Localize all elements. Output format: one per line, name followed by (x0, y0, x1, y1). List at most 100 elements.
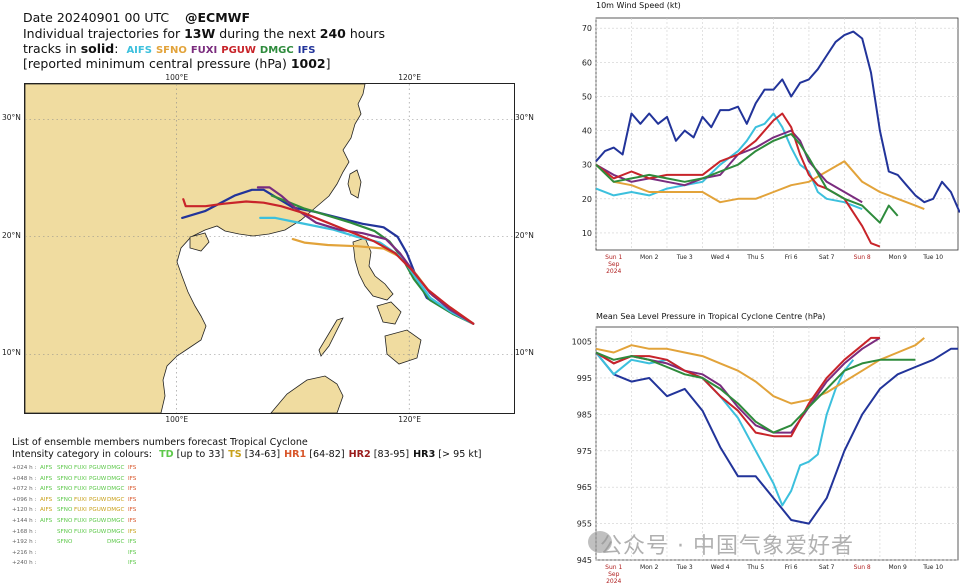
category-code: HR1 (284, 449, 307, 460)
series-line-fuxi (595, 337, 881, 434)
map-tick-label: 30°N (2, 113, 21, 123)
header-text: [reported minimum central pressure (hPa) (23, 56, 287, 71)
y-tick-label: 10 (582, 229, 592, 238)
series-line-ifs (595, 30, 960, 213)
row-member: FUXI (74, 496, 87, 503)
row-member: FUXI (74, 528, 87, 535)
row-lead-time: +096 h : (12, 496, 37, 503)
row-member: FUXI (74, 518, 87, 524)
model-legend-ifs: IFS (297, 45, 316, 56)
plot-frame (595, 326, 959, 561)
model-legend-sfno: SFNO (155, 45, 187, 56)
row-member: PGUW (89, 518, 107, 524)
track-lines (181, 186, 475, 325)
y-tick-label: 50 (582, 92, 592, 101)
row-lead-time: +192 h : (12, 539, 37, 546)
model-legend-fuxi: FUXI (190, 45, 218, 56)
map-tick-label: 20°N (2, 230, 21, 240)
row-member: PGUW (89, 486, 107, 493)
row-lead-time: +168 h : (12, 528, 37, 535)
row-lead-time: +072 h : (12, 486, 37, 493)
x-tick-label: Mon 2 (640, 564, 659, 571)
x-tick-label: Sat 7 (819, 254, 835, 261)
map-tick-label: 100°E (165, 73, 189, 82)
row-member: SFNO (57, 496, 73, 503)
x-tick-label: Sun 8 (854, 254, 871, 261)
row-member: DMGC (107, 518, 125, 524)
mainland-asia (25, 84, 366, 413)
x-tick-label: Mon 9 (888, 564, 907, 571)
y-tick-label: 70 (582, 24, 592, 33)
row-member: AIFS (40, 465, 53, 471)
y-tick-label: 40 (582, 127, 592, 136)
row-member: IFS (128, 549, 137, 556)
row-member: DMGC (107, 507, 125, 514)
row-member: PGUW (89, 465, 107, 471)
map-tick-label: 100°E (165, 415, 189, 424)
x-tick-label: Fri 6 (785, 564, 798, 571)
row-lead-time: +216 h : (12, 549, 37, 556)
category-range: [83-95] (370, 449, 410, 460)
wechat-logo-icon (588, 531, 612, 553)
storm-id: 13W (184, 26, 216, 41)
x-tick-label: Sun 1 (605, 564, 622, 571)
min-pressure-value: 1002 (290, 56, 326, 71)
row-member: AIFS (40, 518, 53, 524)
series-line-aifs (595, 351, 855, 507)
row-lead-time: +120 h : (12, 507, 37, 514)
row-member: PGUW (89, 475, 107, 482)
header-line-2: Individual trajectories for 13W during t… (23, 26, 385, 42)
x-tick-label: Mon 9 (888, 254, 907, 261)
land-masses (25, 84, 422, 413)
row-member: DMGC (107, 486, 125, 493)
series-line-sfno (595, 160, 925, 211)
row-member: SFNO (57, 475, 73, 482)
series-line-sfno (595, 337, 925, 405)
x-tick-label: Sun 8 (854, 564, 871, 571)
row-member: IFS (128, 560, 137, 567)
x-date-sublabel: Sep (608, 571, 620, 578)
intensity-legend: Intensity category in colours: TD [up to… (12, 449, 481, 460)
list-title: List of ensemble members numbers forecas… (12, 437, 308, 448)
row-member: SFNO (57, 528, 73, 535)
y-tick-label: 60 (582, 58, 592, 67)
x-tick-label: Sat 7 (819, 564, 835, 571)
row-member: FUXI (74, 465, 87, 471)
map-tick-label: 120°E (398, 415, 422, 424)
header-text: Individual trajectories for (23, 26, 181, 41)
x-date-sublabel: 2024 (606, 268, 621, 275)
map-tick-label: 120°E (398, 73, 422, 82)
y-tick-label: 995 (577, 374, 592, 383)
series-line-dmgc (595, 351, 916, 434)
row-member: FUXI (74, 486, 87, 493)
y-tick-label: 20 (582, 195, 592, 204)
y-tick-label: 985 (577, 410, 592, 419)
row-member: AIFS (40, 486, 53, 493)
y-tick-label: 975 (577, 447, 592, 456)
row-member: IFS (128, 528, 137, 535)
row-lead-time: +240 h : (12, 560, 37, 567)
x-tick-label: Mon 2 (640, 254, 659, 261)
row-member: IFS (128, 475, 137, 482)
palawan-island (318, 317, 344, 357)
row-member: PGUW (89, 528, 107, 535)
x-tick-label: Wed 4 (711, 564, 730, 571)
row-member: PGUW (89, 496, 107, 503)
row-member: AIFS (40, 507, 53, 514)
row-member: SFNO (57, 486, 73, 493)
category-code: HR2 (348, 449, 371, 460)
pressure-chart-title: Mean Sea Level Pressure in Tropical Cycl… (596, 312, 826, 321)
x-tick-label: Tue 3 (676, 564, 693, 571)
track-pguw (182, 198, 475, 325)
row-member: IFS (128, 486, 137, 493)
row-member: IFS (128, 496, 137, 503)
y-tick-label: 1005 (572, 338, 592, 347)
row-member: IFS (128, 507, 137, 514)
solid-label: solid (80, 41, 115, 56)
category-code: HR3 (413, 449, 436, 460)
mindanao-island (384, 329, 422, 365)
y-tick-label: 30 (582, 161, 592, 170)
series-line-fuxi (595, 129, 863, 204)
header-text: hours (349, 26, 385, 41)
plot-frame (595, 17, 959, 251)
